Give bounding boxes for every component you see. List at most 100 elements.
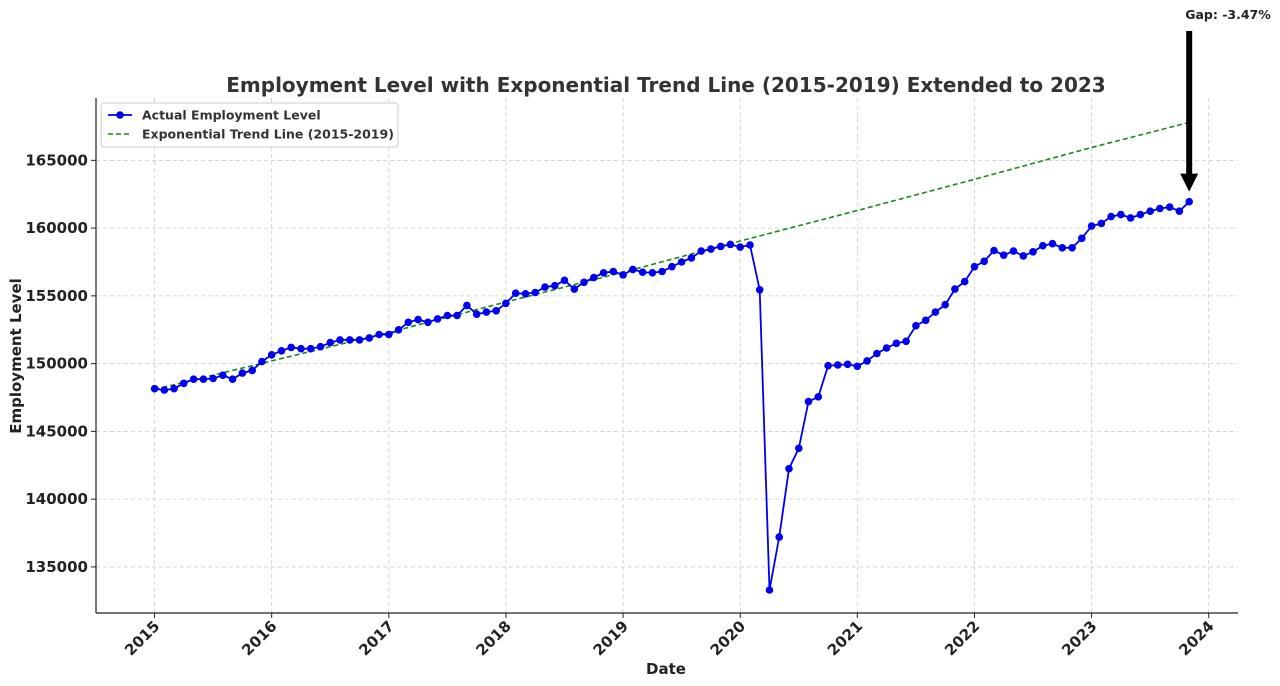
actual-point — [1097, 219, 1106, 228]
actual-point — [424, 318, 432, 327]
legend-actual-marker — [116, 111, 124, 119]
actual-point — [228, 375, 237, 384]
actual-point — [638, 268, 647, 277]
actual-point — [355, 336, 364, 344]
actual-point — [775, 533, 783, 541]
actual-point — [1048, 239, 1057, 248]
actual-point — [941, 300, 949, 309]
actual-point — [658, 267, 666, 276]
y-tick-label: 160000 — [25, 219, 88, 237]
actual-point — [277, 347, 286, 355]
actual-point — [551, 281, 559, 290]
actual-point — [1175, 207, 1184, 215]
actual-point — [511, 289, 520, 298]
actual-point — [1029, 248, 1037, 256]
actual-point — [365, 334, 374, 342]
actual-point — [716, 242, 725, 251]
actual-point — [843, 360, 852, 369]
actual-point — [150, 384, 159, 393]
actual-point — [1156, 204, 1164, 213]
actual-point — [453, 311, 461, 320]
actual-point — [316, 342, 325, 351]
actual-point — [531, 288, 539, 297]
actual-point — [765, 586, 774, 594]
gap-annotation-label: Gap: -3.47% — [1185, 7, 1271, 22]
actual-point — [385, 330, 393, 339]
actual-point — [1107, 212, 1115, 221]
actual-point — [306, 344, 315, 353]
actual-point — [921, 316, 930, 325]
actual-point — [795, 444, 803, 453]
actual-point — [970, 262, 979, 271]
actual-point — [736, 243, 744, 251]
actual-point — [1068, 244, 1076, 252]
y-tick-label: 135000 — [25, 558, 88, 576]
actual-point — [404, 318, 413, 327]
gap-annotation: Gap: -3.47% — [1180, 7, 1271, 192]
actual-point — [521, 290, 530, 298]
actual-point — [755, 286, 764, 294]
actual-point — [853, 362, 862, 371]
actual-point — [980, 257, 988, 266]
actual-point — [267, 351, 276, 359]
actual-point — [892, 339, 901, 348]
legend-box — [100, 102, 399, 148]
actual-point — [1019, 252, 1028, 260]
actual-point — [336, 336, 344, 344]
actual-point — [1117, 210, 1125, 219]
actual-point — [189, 375, 198, 384]
actual-point — [599, 269, 608, 277]
legend: Actual Employment Level Exponential Tren… — [100, 102, 399, 148]
actual-point — [219, 371, 227, 380]
actual-point — [746, 241, 754, 249]
actual-point — [560, 276, 569, 285]
actual-point — [990, 246, 998, 255]
y-tick-label: 155000 — [25, 287, 88, 305]
actual-point — [882, 344, 891, 352]
actual-point — [414, 315, 422, 324]
chart-title: Employment Level with Exponential Trend … — [226, 73, 1105, 97]
actual-point — [931, 308, 940, 316]
actual-point — [902, 337, 910, 346]
actual-point — [209, 374, 217, 383]
actual-point — [863, 357, 871, 365]
axes-layer — [95, 98, 1238, 614]
legend-actual-label: Actual Employment Level — [142, 108, 321, 123]
actual-point — [170, 384, 178, 393]
actual-point — [570, 285, 579, 293]
actual-point — [482, 308, 491, 316]
actual-point — [443, 311, 452, 320]
actual-point — [199, 375, 208, 384]
actual-point — [502, 299, 510, 308]
actual-point — [707, 245, 715, 253]
y-tick-label: 150000 — [25, 355, 88, 373]
actual-point — [1185, 197, 1193, 206]
actual-point — [238, 369, 247, 377]
actual-point — [677, 258, 686, 266]
actual-point — [1126, 214, 1135, 222]
actual-point — [629, 265, 637, 274]
y-tick-label: 165000 — [25, 151, 88, 169]
actual-point — [258, 357, 266, 366]
actual-point — [346, 336, 354, 344]
actual-point — [804, 397, 813, 406]
actual-point — [1009, 247, 1018, 255]
actual-point — [1165, 203, 1174, 211]
actual-point — [160, 386, 169, 394]
series-layer — [150, 121, 1193, 594]
actual-point — [960, 277, 969, 286]
actual-point — [619, 271, 627, 279]
actual-point — [609, 267, 618, 276]
actual-point — [472, 310, 481, 319]
actual-point — [873, 349, 881, 358]
actual-point — [648, 269, 657, 277]
actual-point — [541, 283, 549, 291]
actual-point — [814, 393, 823, 401]
actual-point — [951, 285, 959, 293]
actual-point — [297, 344, 305, 353]
y-tick-label: 140000 — [25, 490, 88, 508]
legend-trend-label: Exponential Trend Line (2015-2019) — [142, 127, 394, 142]
actual-point — [375, 330, 383, 339]
actual-point — [433, 315, 442, 323]
